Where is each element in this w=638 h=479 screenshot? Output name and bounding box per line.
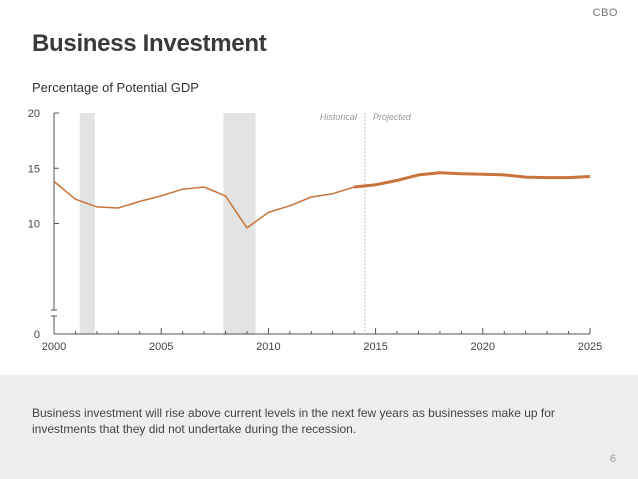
y-axis-label: Percentage of Potential GDP [32, 80, 199, 95]
y-tick-label: 0 [34, 329, 40, 341]
x-tick-label: 2010 [256, 341, 280, 353]
y-tick-label: 20 [28, 108, 40, 120]
series-line-projected [354, 171, 591, 189]
x-tick-label: 2005 [149, 341, 173, 353]
y-tick-label: 15 [28, 163, 40, 175]
x-tick-label: 2020 [471, 341, 495, 353]
page-title: Business Investment [32, 30, 267, 57]
projected-label: Projected [373, 112, 412, 122]
recession-band [79, 113, 95, 334]
recession-band [223, 113, 256, 334]
historical-label: Historical [320, 112, 358, 122]
footer-note: Business investment will rise above curr… [32, 406, 555, 436]
series-line-historical [53, 180, 355, 229]
line-chart: Historical Projected 0 10 15 20 2000 2005 2010 20… [28, 108, 602, 353]
page-number: 6 [609, 453, 616, 465]
x-tick-label: 2025 [578, 341, 602, 353]
cbo-logo: CBO [592, 7, 618, 19]
y-tick-label: 10 [28, 219, 40, 231]
x-tick-label: 2000 [42, 341, 66, 353]
x-tick-label: 2015 [363, 341, 387, 353]
footer-panel: Business investment will rise above curr… [0, 375, 638, 479]
